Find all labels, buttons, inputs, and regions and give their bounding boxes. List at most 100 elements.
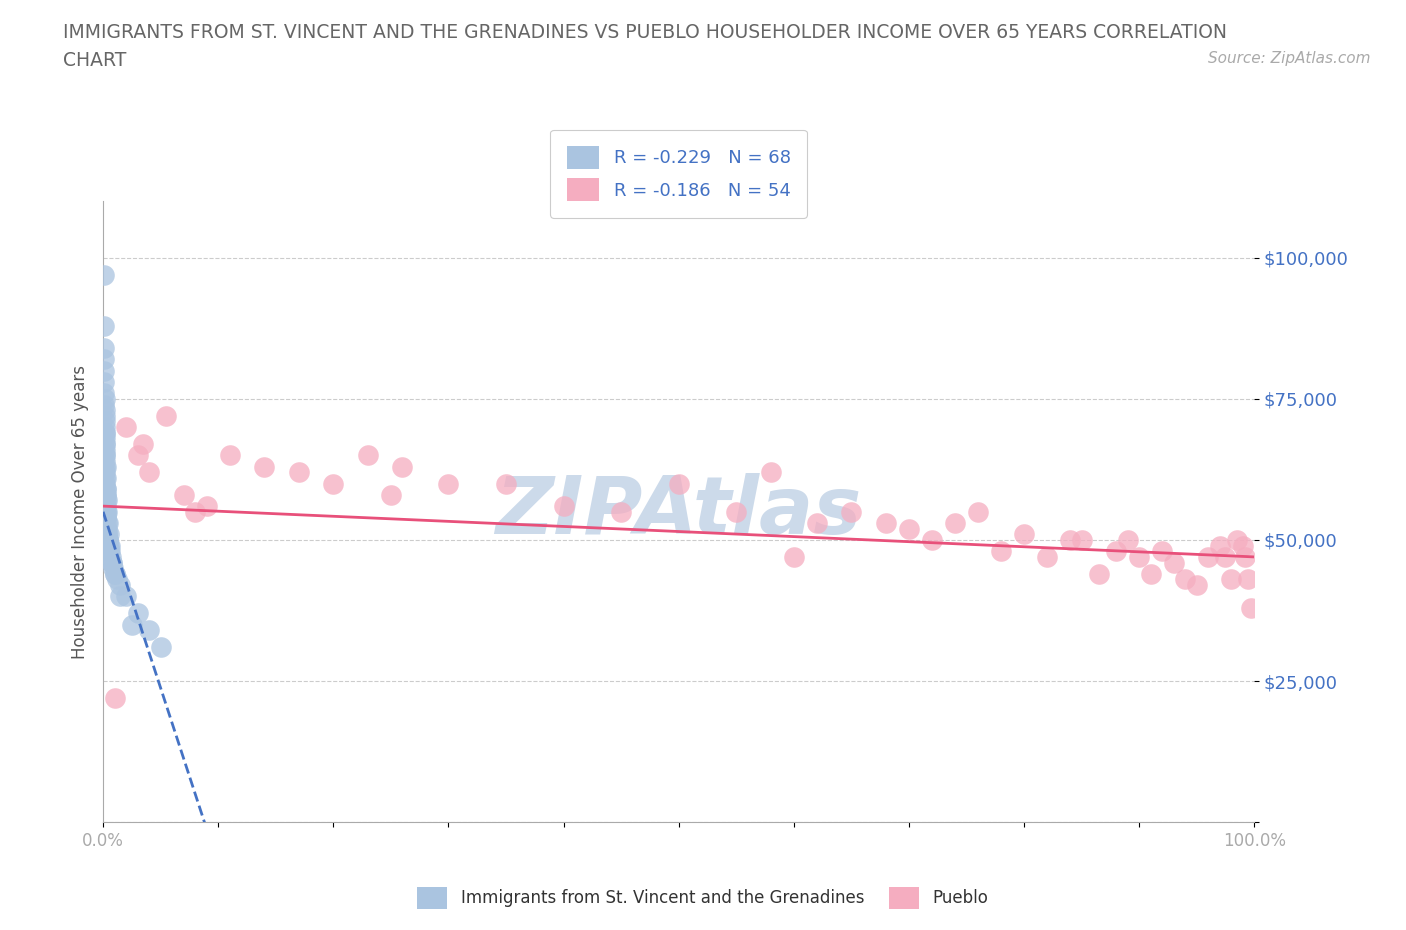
Point xyxy=(380,487,402,502)
Point xyxy=(97,538,120,553)
Point xyxy=(94,431,117,445)
Point xyxy=(104,566,127,581)
Legend: Immigrants from St. Vincent and the Grenadines, Pueblo: Immigrants from St. Vincent and the Gren… xyxy=(409,879,997,917)
Point xyxy=(101,555,124,570)
Text: Source: ZipAtlas.com: Source: ZipAtlas.com xyxy=(1208,51,1371,66)
Point xyxy=(1088,566,1111,581)
Legend: R = -0.229   N = 68, R = -0.186   N = 54: R = -0.229 N = 68, R = -0.186 N = 54 xyxy=(551,129,807,218)
Point xyxy=(967,504,990,519)
Point xyxy=(94,465,117,480)
Point xyxy=(103,561,125,576)
Point xyxy=(184,504,207,519)
Point xyxy=(97,527,120,542)
Text: ZIPAtlas: ZIPAtlas xyxy=(495,472,862,551)
Point xyxy=(94,436,117,451)
Point xyxy=(94,448,117,463)
Point xyxy=(94,476,117,491)
Point xyxy=(93,375,115,390)
Point xyxy=(1070,533,1092,548)
Point xyxy=(759,465,782,480)
Point xyxy=(96,521,118,536)
Point xyxy=(1215,550,1237,565)
Point xyxy=(806,515,828,530)
Point xyxy=(1059,533,1081,548)
Point xyxy=(610,504,633,519)
Point xyxy=(943,515,966,530)
Point xyxy=(1234,550,1257,565)
Point xyxy=(553,498,575,513)
Point xyxy=(94,504,117,519)
Point xyxy=(105,572,128,587)
Point xyxy=(1012,527,1035,542)
Y-axis label: Householder Income Over 65 years: Householder Income Over 65 years xyxy=(72,365,89,658)
Point xyxy=(93,392,115,406)
Point xyxy=(93,425,115,440)
Point xyxy=(897,521,920,536)
Point xyxy=(94,498,117,513)
Point xyxy=(93,397,115,412)
Point xyxy=(94,425,117,440)
Point xyxy=(155,408,177,423)
Point xyxy=(841,504,863,519)
Point xyxy=(783,550,806,565)
Point xyxy=(97,533,120,548)
Point xyxy=(921,533,943,548)
Point xyxy=(218,448,240,463)
Point xyxy=(93,267,115,282)
Point xyxy=(104,691,127,706)
Point xyxy=(1128,550,1150,565)
Point xyxy=(725,504,748,519)
Point xyxy=(1174,572,1197,587)
Point xyxy=(93,364,115,379)
Point xyxy=(94,482,117,497)
Point xyxy=(1197,550,1219,565)
Point xyxy=(93,408,115,423)
Point xyxy=(138,623,160,638)
Point xyxy=(93,352,115,366)
Point xyxy=(96,510,118,525)
Point xyxy=(1240,600,1263,615)
Point xyxy=(1220,572,1243,587)
Point xyxy=(98,538,121,553)
Point xyxy=(94,487,117,502)
Point xyxy=(94,448,117,463)
Point xyxy=(990,544,1012,559)
Point xyxy=(668,476,690,491)
Point xyxy=(1185,578,1208,592)
Point xyxy=(93,386,115,401)
Point xyxy=(93,414,115,429)
Point xyxy=(288,465,311,480)
Point xyxy=(495,476,517,491)
Point xyxy=(357,448,380,463)
Point xyxy=(1116,533,1139,548)
Point xyxy=(173,487,195,502)
Point xyxy=(253,459,276,474)
Point xyxy=(875,515,897,530)
Point xyxy=(96,527,118,542)
Point xyxy=(98,544,121,559)
Point xyxy=(96,504,118,519)
Point xyxy=(96,510,118,525)
Point xyxy=(97,515,120,530)
Point xyxy=(93,403,115,418)
Point xyxy=(96,493,118,508)
Point xyxy=(391,459,413,474)
Point xyxy=(97,533,120,548)
Point xyxy=(149,640,172,655)
Point xyxy=(1139,566,1161,581)
Point xyxy=(1105,544,1128,559)
Point xyxy=(104,566,127,581)
Point xyxy=(93,419,115,434)
Text: IMMIGRANTS FROM ST. VINCENT AND THE GRENADINES VS PUEBLO HOUSEHOLDER INCOME OVER: IMMIGRANTS FROM ST. VINCENT AND THE GREN… xyxy=(63,23,1227,42)
Point xyxy=(1152,544,1174,559)
Point xyxy=(322,476,344,491)
Point xyxy=(437,476,460,491)
Point xyxy=(110,589,132,604)
Point xyxy=(110,578,132,592)
Point xyxy=(96,527,118,542)
Point xyxy=(101,555,124,570)
Point xyxy=(94,487,117,502)
Point xyxy=(1163,555,1185,570)
Point xyxy=(1208,538,1230,553)
Point xyxy=(1226,533,1249,548)
